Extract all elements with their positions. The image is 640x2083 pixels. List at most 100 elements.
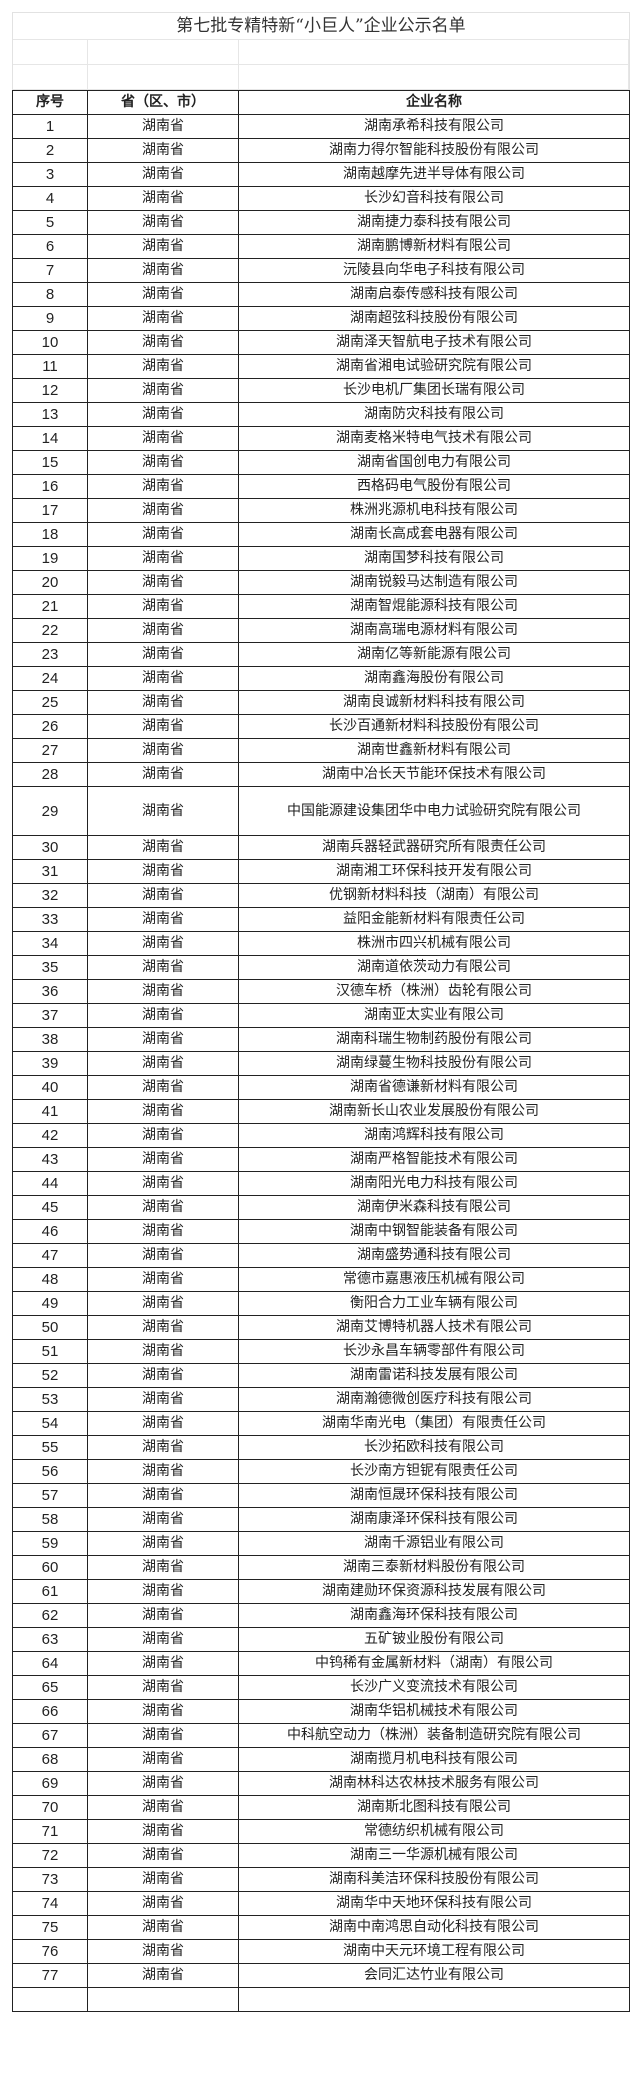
empty-cell[interactable] <box>238 1987 630 2012</box>
company-cell[interactable]: 湖南锐毅马达制造有限公司 <box>238 570 630 595</box>
province-cell[interactable]: 湖南省 <box>87 402 239 427</box>
company-cell[interactable]: 湖南建勋环保资源科技发展有限公司 <box>238 1579 630 1604</box>
province-cell[interactable]: 湖南省 <box>87 426 239 451</box>
company-cell[interactable]: 湖南湘工环保科技开发有限公司 <box>238 859 630 884</box>
company-cell[interactable]: 湖南力得尔智能科技股份有限公司 <box>238 138 630 163</box>
company-cell[interactable]: 中科航空动力（株洲）装备制造研究院有限公司 <box>238 1723 630 1748</box>
index-cell[interactable]: 69 <box>12 1771 88 1796</box>
province-cell[interactable]: 湖南省 <box>87 1603 239 1628</box>
province-cell[interactable]: 湖南省 <box>87 1531 239 1556</box>
index-cell[interactable]: 58 <box>12 1507 88 1532</box>
company-cell[interactable]: 益阳金能新材料有限责任公司 <box>238 907 630 932</box>
index-cell[interactable]: 14 <box>12 426 88 451</box>
company-cell[interactable]: 长沙广义变流技术有限公司 <box>238 1675 630 1700</box>
company-cell[interactable]: 五矿铍业股份有限公司 <box>238 1627 630 1652</box>
index-cell[interactable]: 22 <box>12 618 88 643</box>
province-cell[interactable]: 湖南省 <box>87 1795 239 1820</box>
company-cell[interactable]: 湖南盛势通科技有限公司 <box>238 1243 630 1268</box>
province-cell[interactable]: 湖南省 <box>87 1867 239 1892</box>
index-cell[interactable]: 51 <box>12 1339 88 1364</box>
company-cell[interactable]: 湖南承希科技有限公司 <box>238 114 630 139</box>
index-cell[interactable]: 18 <box>12 522 88 547</box>
province-cell[interactable]: 湖南省 <box>87 1723 239 1748</box>
index-cell[interactable]: 9 <box>12 306 88 331</box>
index-cell[interactable]: 42 <box>12 1123 88 1148</box>
company-cell[interactable]: 湖南雷诺科技发展有限公司 <box>238 1363 630 1388</box>
index-cell[interactable]: 39 <box>12 1051 88 1076</box>
index-cell[interactable]: 32 <box>12 883 88 908</box>
index-cell[interactable]: 59 <box>12 1531 88 1556</box>
province-cell[interactable]: 湖南省 <box>87 1819 239 1844</box>
index-cell[interactable]: 55 <box>12 1435 88 1460</box>
index-cell[interactable]: 67 <box>12 1723 88 1748</box>
province-cell[interactable]: 湖南省 <box>87 378 239 403</box>
company-cell[interactable]: 湖南鑫海股份有限公司 <box>238 666 630 691</box>
index-cell[interactable]: 29 <box>12 786 88 836</box>
province-cell[interactable]: 湖南省 <box>87 1435 239 1460</box>
company-cell[interactable]: 株洲兆源机电科技有限公司 <box>238 498 630 523</box>
province-cell[interactable]: 湖南省 <box>87 594 239 619</box>
index-cell[interactable]: 64 <box>12 1651 88 1676</box>
index-cell[interactable]: 77 <box>12 1963 88 1988</box>
index-cell[interactable]: 31 <box>12 859 88 884</box>
company-cell[interactable]: 长沙幻音科技有限公司 <box>238 186 630 211</box>
index-cell[interactable]: 7 <box>12 258 88 283</box>
province-cell[interactable]: 湖南省 <box>87 1123 239 1148</box>
province-cell[interactable]: 湖南省 <box>87 1027 239 1052</box>
company-cell[interactable]: 湖南省国创电力有限公司 <box>238 450 630 475</box>
province-cell[interactable]: 湖南省 <box>87 570 239 595</box>
province-cell[interactable]: 湖南省 <box>87 498 239 523</box>
province-cell[interactable]: 湖南省 <box>87 666 239 691</box>
index-cell[interactable]: 76 <box>12 1939 88 1964</box>
province-cell[interactable]: 湖南省 <box>87 618 239 643</box>
company-cell[interactable]: 中钨稀有金属新材料（湖南）有限公司 <box>238 1651 630 1676</box>
province-cell[interactable]: 湖南省 <box>87 1003 239 1028</box>
index-cell[interactable]: 11 <box>12 354 88 379</box>
index-cell[interactable]: 75 <box>12 1915 88 1940</box>
index-cell[interactable]: 68 <box>12 1747 88 1772</box>
province-cell[interactable]: 湖南省 <box>87 907 239 932</box>
company-cell[interactable]: 长沙拓欧科技有限公司 <box>238 1435 630 1460</box>
index-cell[interactable]: 45 <box>12 1195 88 1220</box>
province-cell[interactable]: 湖南省 <box>87 714 239 739</box>
index-cell[interactable]: 30 <box>12 835 88 860</box>
index-cell[interactable]: 54 <box>12 1411 88 1436</box>
company-cell[interactable]: 湖南中天元环境工程有限公司 <box>238 1939 630 1964</box>
province-cell[interactable]: 湖南省 <box>87 955 239 980</box>
index-cell[interactable]: 5 <box>12 210 88 235</box>
province-cell[interactable]: 湖南省 <box>87 330 239 355</box>
company-cell[interactable]: 湖南新长山农业发展股份有限公司 <box>238 1099 630 1124</box>
company-cell[interactable]: 常德纺织机械有限公司 <box>238 1819 630 1844</box>
index-cell[interactable]: 62 <box>12 1603 88 1628</box>
province-cell[interactable]: 湖南省 <box>87 1291 239 1316</box>
index-cell[interactable]: 36 <box>12 979 88 1004</box>
company-cell[interactable]: 湖南千源铝业有限公司 <box>238 1531 630 1556</box>
index-cell[interactable]: 49 <box>12 1291 88 1316</box>
province-cell[interactable]: 湖南省 <box>87 738 239 763</box>
province-cell[interactable]: 湖南省 <box>87 1627 239 1652</box>
index-cell[interactable]: 46 <box>12 1219 88 1244</box>
index-cell[interactable]: 15 <box>12 450 88 475</box>
company-cell[interactable]: 中国能源建设集团华中电力试验研究院有限公司 <box>238 786 630 836</box>
empty-cell[interactable] <box>12 1987 88 2012</box>
index-cell[interactable]: 47 <box>12 1243 88 1268</box>
company-cell[interactable]: 湖南艾博特机器人技术有限公司 <box>238 1315 630 1340</box>
province-cell[interactable]: 湖南省 <box>87 1771 239 1796</box>
province-cell[interactable]: 湖南省 <box>87 1315 239 1340</box>
index-cell[interactable]: 40 <box>12 1075 88 1100</box>
index-cell[interactable]: 6 <box>12 234 88 259</box>
index-cell[interactable]: 13 <box>12 402 88 427</box>
company-cell[interactable]: 湖南揽月机电科技有限公司 <box>238 1747 630 1772</box>
index-cell[interactable]: 43 <box>12 1147 88 1172</box>
province-cell[interactable]: 湖南省 <box>87 1939 239 1964</box>
index-cell[interactable]: 72 <box>12 1843 88 1868</box>
index-cell[interactable]: 73 <box>12 1867 88 1892</box>
province-cell[interactable]: 湖南省 <box>87 162 239 187</box>
index-cell[interactable]: 52 <box>12 1363 88 1388</box>
province-cell[interactable]: 湖南省 <box>87 1651 239 1676</box>
index-cell[interactable]: 37 <box>12 1003 88 1028</box>
index-cell[interactable]: 48 <box>12 1267 88 1292</box>
province-cell[interactable]: 湖南省 <box>87 690 239 715</box>
province-cell[interactable]: 湖南省 <box>87 1411 239 1436</box>
index-cell[interactable]: 12 <box>12 378 88 403</box>
